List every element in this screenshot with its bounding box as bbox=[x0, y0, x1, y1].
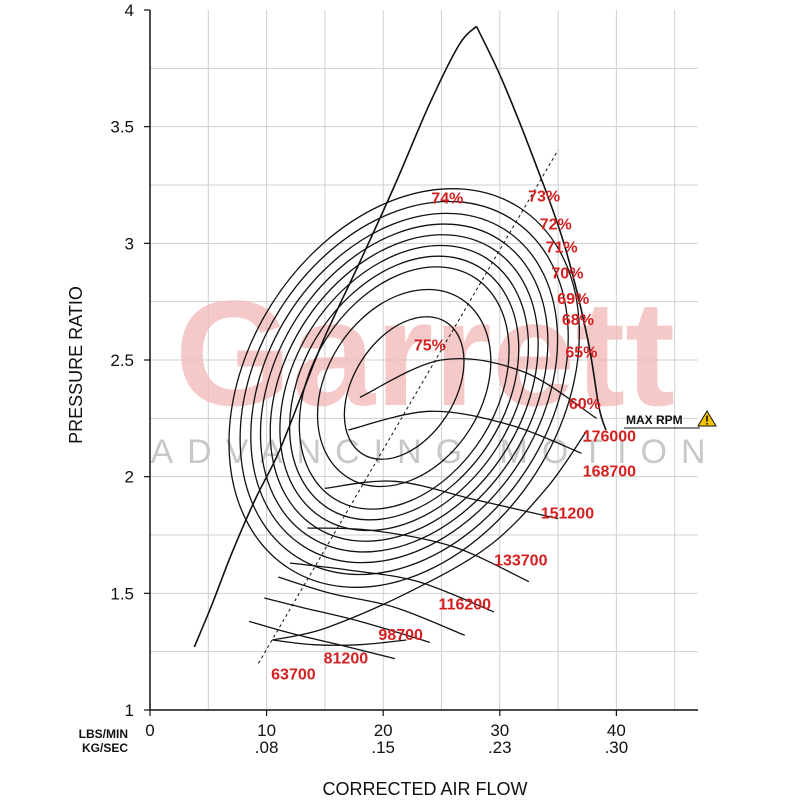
speed-label: 168700 bbox=[583, 464, 636, 481]
y-axis-title: PRESSURE RATIO bbox=[66, 286, 86, 444]
efficiency-label: 73% bbox=[528, 188, 560, 205]
efficiency-label: 75% bbox=[414, 338, 446, 355]
efficiency-label: 72% bbox=[540, 216, 572, 233]
speed-line bbox=[348, 410, 582, 454]
y-tick-label: 1 bbox=[125, 701, 134, 720]
surge-line bbox=[193, 25, 478, 648]
speed-label: 98700 bbox=[378, 627, 423, 644]
y-tick-label: 2.5 bbox=[110, 351, 134, 370]
x-tick-label-secondary: .30 bbox=[605, 738, 629, 757]
speed-label: 133700 bbox=[494, 552, 547, 569]
brand-watermark: Garrett ADVANCING MOTION bbox=[150, 269, 719, 471]
watermark-tagline: ADVANCING MOTION bbox=[150, 433, 719, 471]
efficiency-label: 70% bbox=[551, 265, 583, 282]
x-unit-secondary: KG/SEC bbox=[82, 741, 128, 755]
y-tick-label: 1.5 bbox=[110, 584, 134, 603]
efficiency-island bbox=[250, 212, 559, 564]
x-tick-label-secondary: .23 bbox=[488, 738, 512, 757]
speed-line bbox=[289, 562, 495, 613]
efficiency-label: 60% bbox=[569, 396, 601, 413]
speed-label: 63700 bbox=[271, 667, 316, 684]
warning-icon bbox=[697, 410, 717, 427]
efficiency-island bbox=[228, 188, 580, 588]
gridlines bbox=[150, 10, 698, 710]
efficiency-label: 68% bbox=[562, 312, 594, 329]
efficiency-island bbox=[316, 288, 492, 488]
map-curves bbox=[193, 25, 607, 664]
efficiency-island bbox=[343, 316, 465, 460]
speed-line bbox=[324, 480, 559, 520]
x-axis-title: CORRECTED AIR FLOW bbox=[322, 779, 527, 799]
speed-label: 176000 bbox=[583, 429, 636, 446]
efficiency-island bbox=[279, 244, 530, 532]
x-unit-primary: LBS/MIN bbox=[79, 727, 128, 741]
y-tick-label: 3.5 bbox=[110, 118, 134, 137]
speed-label: 116200 bbox=[439, 597, 492, 614]
x-tick-label: 10 bbox=[257, 721, 276, 740]
x-tick-label: 30 bbox=[490, 721, 509, 740]
low-pressure-arc bbox=[272, 639, 407, 646]
x-tick-label: 20 bbox=[374, 721, 393, 740]
max-rpm-annotation: MAX RPM bbox=[624, 410, 717, 429]
speed-label: 151200 bbox=[541, 506, 594, 523]
max-flow-line bbox=[272, 429, 588, 641]
x-tick-label: 0 bbox=[145, 721, 154, 740]
x-tick-label-secondary: .08 bbox=[255, 738, 279, 757]
map-labels: 75% 74% 73% 72% 71% 70% 69% 68% 65% 60% 63700 81200… bbox=[271, 188, 636, 683]
efficiency-label: 74% bbox=[431, 191, 463, 208]
y-tick-label: 3 bbox=[125, 234, 134, 253]
max-rpm-label: MAX RPM bbox=[626, 413, 683, 427]
efficiency-island bbox=[269, 234, 539, 542]
efficiency-island bbox=[288, 255, 520, 521]
efficiency-island bbox=[298, 266, 510, 510]
efficiency-label: 69% bbox=[557, 291, 589, 308]
y-tick-label: 2 bbox=[125, 468, 134, 487]
efficiency-island bbox=[239, 200, 569, 576]
watermark-brand: Garrett bbox=[175, 269, 675, 437]
x-tick-label-secondary: .15 bbox=[371, 738, 395, 757]
efficiency-label: 65% bbox=[565, 345, 597, 362]
speed-line bbox=[359, 357, 597, 419]
choke-line bbox=[475, 25, 607, 431]
x-tick-label: 40 bbox=[607, 721, 626, 740]
speed-line bbox=[264, 597, 431, 643]
y-tick-label: 4 bbox=[125, 1, 134, 20]
speed-line bbox=[278, 576, 466, 636]
speed-label: 81200 bbox=[324, 650, 369, 667]
efficiency-island bbox=[259, 223, 549, 553]
speed-line bbox=[248, 620, 396, 660]
efficiency-label: 71% bbox=[546, 240, 578, 257]
